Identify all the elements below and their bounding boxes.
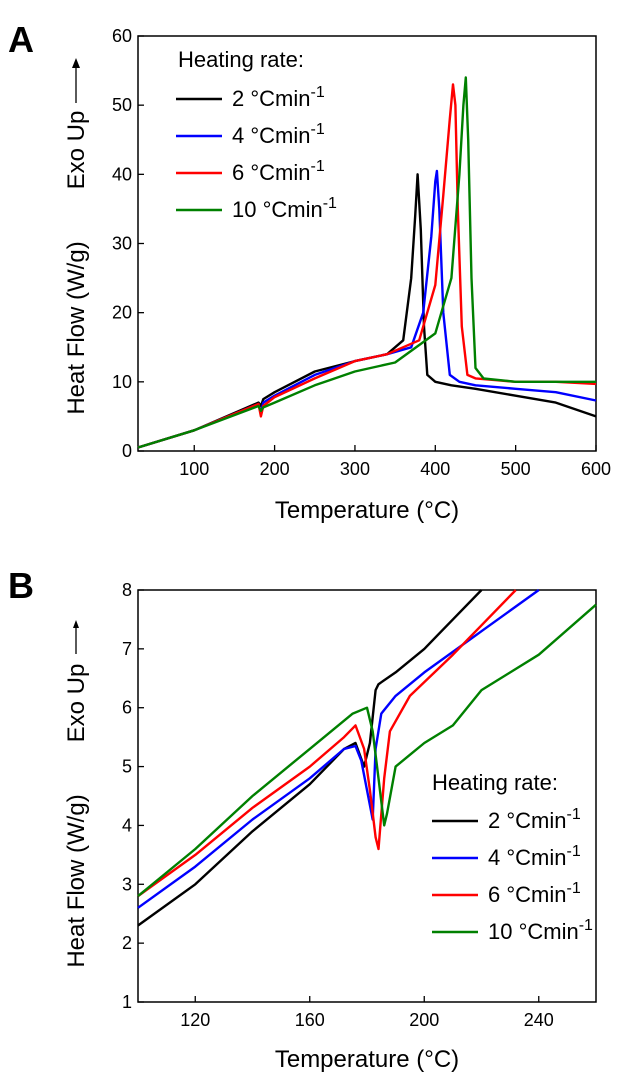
panel-b-legend: Heating rate: 2 °Cmin-1 4 °Cmin-1 6 °Cmin-… xyxy=(432,770,593,944)
panel-a-y-tick-label: 40 xyxy=(112,164,132,184)
panel-a-x-tick-label: 500 xyxy=(501,459,531,479)
panel-a-exo-up-arrowhead xyxy=(72,58,80,68)
panel-a-y-tick-label: 30 xyxy=(112,234,132,254)
panel-b-legend-label: 4 °Cmin-1 xyxy=(488,843,581,870)
panel-a-y-axis-title-group: Heat Flow (W/g) Exo Up xyxy=(63,58,90,415)
panel-b-plot-frame xyxy=(137,589,597,1003)
panel-a-series xyxy=(137,76,597,449)
panel-a-legend-label: 4 °Cmin-1 xyxy=(232,121,325,148)
panel-b-series xyxy=(137,589,597,927)
panel-b-exo-up-arrowhead xyxy=(73,620,79,628)
panel-a-x-tick-label: 300 xyxy=(340,459,370,479)
panel-a-y-tick-label: 20 xyxy=(112,303,132,323)
panel-b-ticks: 120 160 200 240 1 2 3 4 5 6 7 8 xyxy=(122,580,554,1030)
panel-b-series-line xyxy=(137,603,597,898)
panel-a-legend: Heating rate: 2 °Cmin-1 4 °Cmin-1 6 °Cmin-… xyxy=(176,47,337,222)
panel-b-y-tick-label: 7 xyxy=(122,639,132,659)
panel-a-y-tick-label: 50 xyxy=(112,95,132,115)
panel-a-y-tick-label: 0 xyxy=(122,441,132,461)
panel-b-y-tick-label: 8 xyxy=(122,580,132,600)
panel-a-legend-title: Heating rate: xyxy=(178,47,304,72)
panel-a-x-tick-label: 600 xyxy=(581,459,611,479)
panel-b-x-tick-label: 200 xyxy=(409,1010,439,1030)
panel-a-exo-up-label: Exo Up xyxy=(63,111,90,190)
panel-b-y-axis-title: Heat Flow (W/g) xyxy=(63,794,90,967)
panel-b-x-tick-label: 240 xyxy=(524,1010,554,1030)
panel-b-y-tick-label: 2 xyxy=(122,933,132,953)
panel-a-legend-label: 10 °Cmin-1 xyxy=(232,195,337,222)
panel-b-y-tick-label: 4 xyxy=(122,815,132,835)
panel-b-series-line xyxy=(137,589,517,898)
panel-a-legend-label: 2 °Cmin-1 xyxy=(232,84,325,111)
panel-b-y-axis-title-group: Heat Flow (W/g) Exo Up xyxy=(63,620,90,968)
panel-a-legend-label: 6 °Cmin-1 xyxy=(232,158,325,185)
panel-a-x-tick-label: 400 xyxy=(420,459,450,479)
panel-b-legend-title: Heating rate: xyxy=(432,770,558,795)
panel-b-exo-up-label: Exo Up xyxy=(63,664,90,743)
panel-a-letter: A xyxy=(8,19,34,60)
panel-a-ticks: 100 200 300 400 500 600 0 10 20 30 40 50 60 xyxy=(112,26,611,479)
panel-b-y-tick-label: 5 xyxy=(122,757,132,777)
panel-b-letter: B xyxy=(8,565,34,606)
panel-a-series-line xyxy=(137,173,597,449)
panel-b-y-tick-label: 3 xyxy=(122,874,132,894)
panel-a-y-tick-label: 60 xyxy=(112,26,132,46)
panel-b-legend-label: 10 °Cmin-1 xyxy=(488,917,593,944)
panel-b-y-tick-label: 6 xyxy=(122,698,132,718)
panel-a-x-axis-title: Temperature (°C) xyxy=(275,497,459,524)
panel-b-x-tick-label: 160 xyxy=(295,1010,325,1030)
panel-b-x-tick-label: 120 xyxy=(180,1010,210,1030)
panel-a-y-tick-label: 10 xyxy=(112,372,132,392)
panel-a-series-line xyxy=(137,169,597,449)
panel-a-x-tick-label: 100 xyxy=(179,459,209,479)
panel-b-legend-label: 6 °Cmin-1 xyxy=(488,880,581,907)
panel-b-series-line xyxy=(137,589,540,909)
panel-b-legend-label: 2 °Cmin-1 xyxy=(488,806,581,833)
panel-a-x-tick-label: 200 xyxy=(260,459,290,479)
panel-b-series-line xyxy=(137,589,483,927)
panel-a-series-line xyxy=(137,83,597,449)
panel-a-series-line xyxy=(137,76,596,449)
panel-a-y-axis-title: Heat Flow (W/g) xyxy=(63,241,90,414)
panel-b-x-axis-title: Temperature (°C) xyxy=(275,1046,459,1073)
panel-a: A 100 200 300 400 500 600 0 10 20 30 40 50 60 Temper… xyxy=(8,19,611,524)
panel-b-y-tick-label: 1 xyxy=(122,992,132,1012)
